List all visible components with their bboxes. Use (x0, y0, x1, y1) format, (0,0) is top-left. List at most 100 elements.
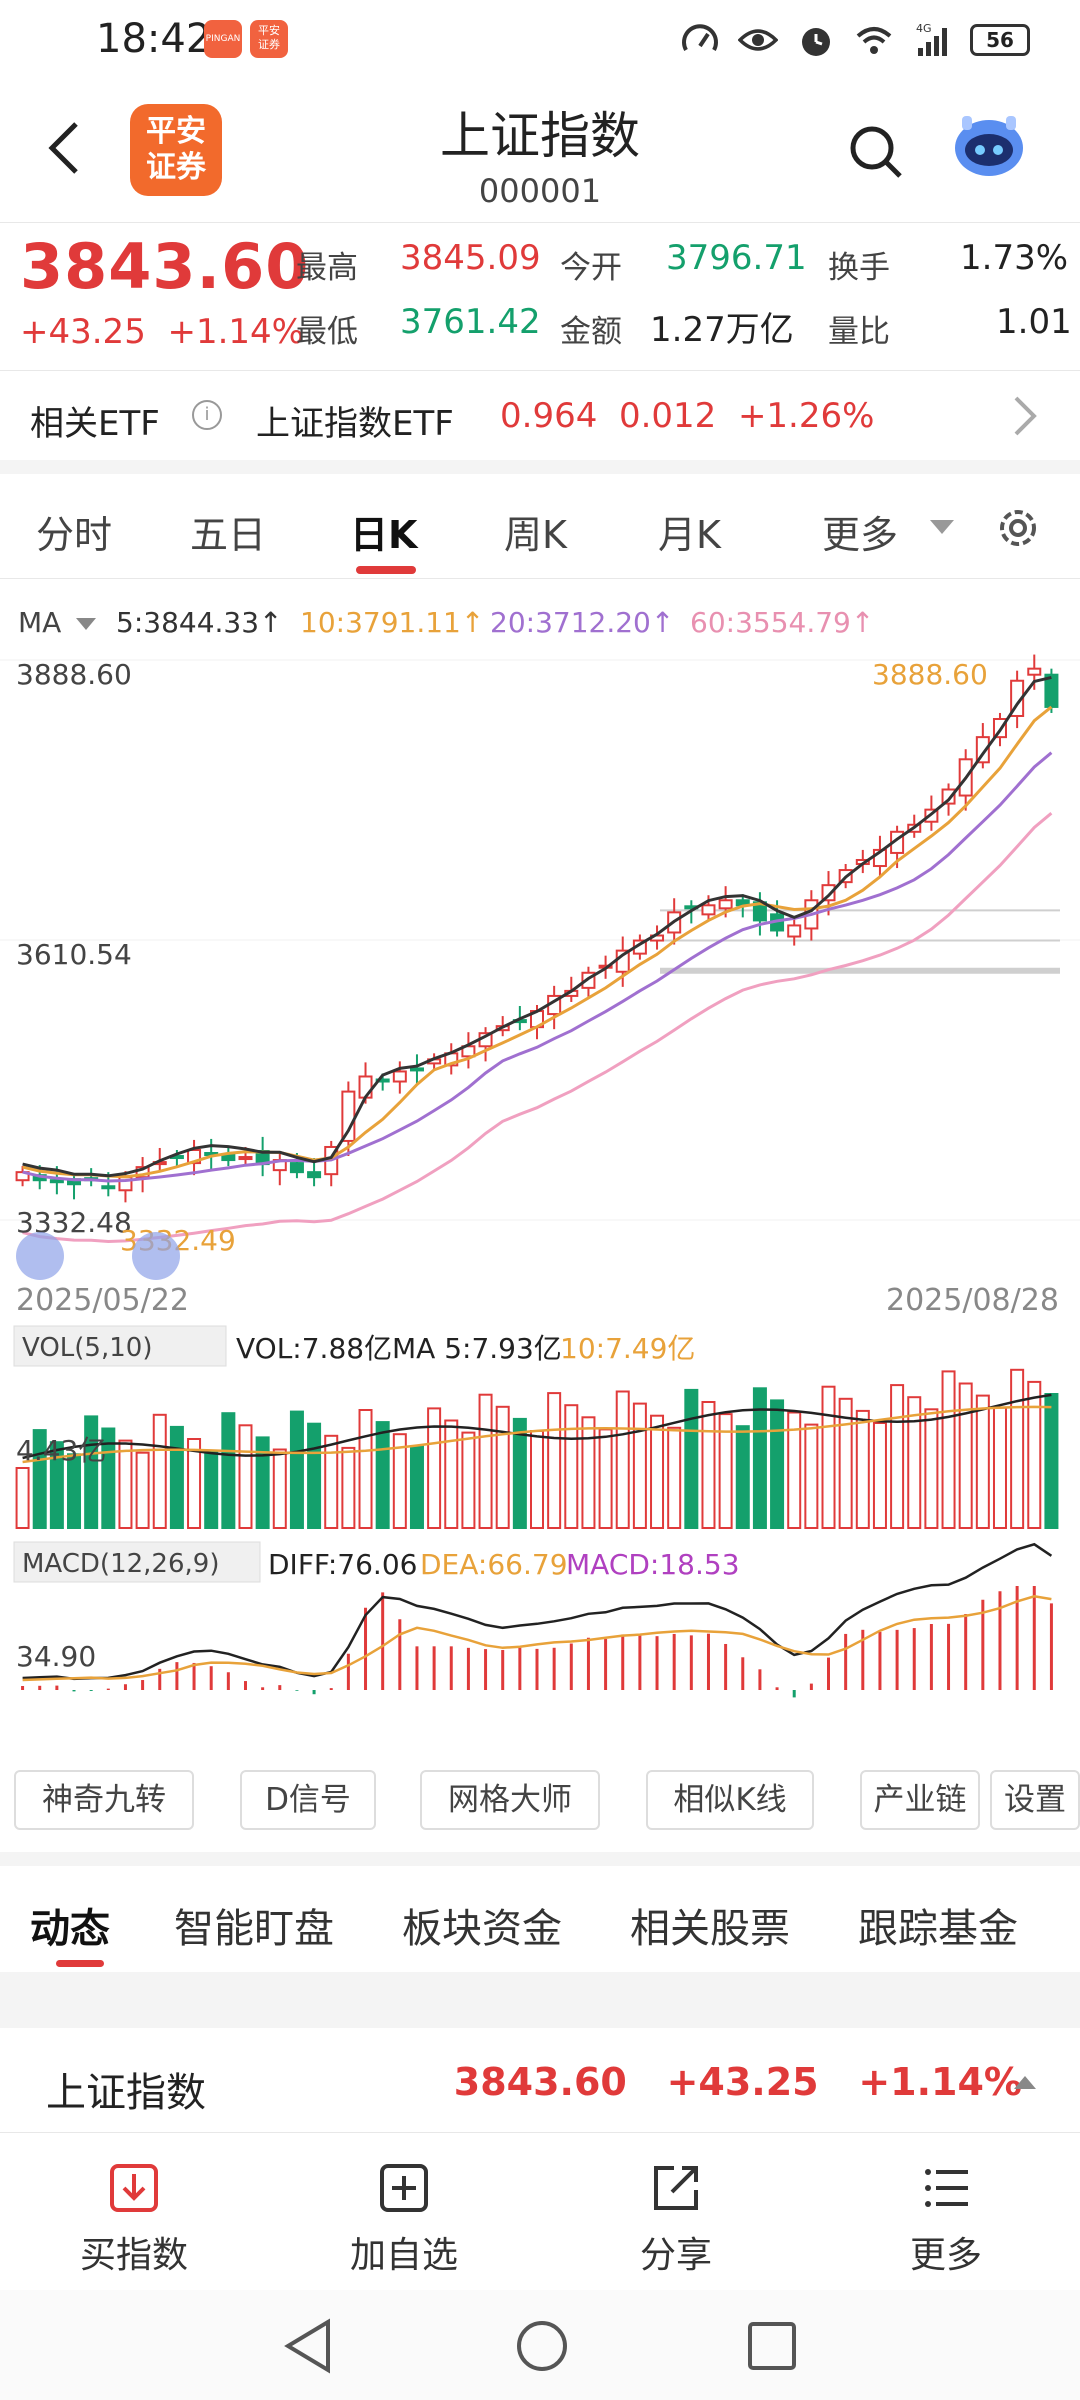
section-separator (0, 460, 1080, 474)
price-change: +43.25 +1.14% (20, 312, 304, 352)
volume-bar-31 (547, 1392, 562, 1529)
vol-value: VOL:7.88亿 (236, 1332, 392, 1365)
volume-bar-54 (941, 1370, 956, 1530)
signal-icon: 4G (916, 22, 947, 56)
tab-more[interactable]: 更多 (822, 513, 899, 557)
vol-ma10: 10:7.49亿 (560, 1332, 695, 1365)
high-value: 3845.09 (400, 238, 541, 278)
tab-weekly-k[interactable]: 周K (504, 513, 567, 557)
candle-body-22 (392, 1070, 407, 1083)
volume-bar-38 (667, 1426, 682, 1529)
volume-bar-56 (975, 1394, 990, 1529)
collapse-right-icon[interactable] (132, 1232, 180, 1280)
related-etf-label: 相关ETF (30, 404, 160, 444)
etf-price: 0.964 (500, 396, 598, 436)
caret-up-icon[interactable] (1014, 2076, 1036, 2089)
volume-bar-47 (821, 1385, 836, 1530)
feature-settings-button[interactable]: 设置 (990, 1770, 1080, 1830)
tab-monthly-k[interactable]: 月K (658, 513, 721, 557)
volume-bar-13 (238, 1424, 253, 1529)
macd-indicator-button[interactable] (13, 1541, 261, 1583)
back-icon[interactable] (44, 118, 84, 178)
candle-body-60 (1044, 673, 1059, 708)
tab-intraday[interactable]: 分时 (36, 513, 113, 557)
page-title: 上证指数 (440, 107, 640, 165)
candle-body-0 (15, 1171, 30, 1182)
share-button[interactable]: 分享 (576, 2160, 776, 2278)
magic-nine-button[interactable]: 神奇九转 (14, 1770, 194, 1830)
ma20-line (22, 751, 1053, 1183)
similar-k-button[interactable]: 相似K线 (646, 1770, 814, 1830)
add-watchlist-button[interactable]: 加自选 (304, 2160, 504, 2278)
volume-bar-59 (1027, 1380, 1042, 1530)
share-icon (654, 2166, 698, 2210)
volume-bar-37 (650, 1414, 665, 1530)
tab-tracking-funds[interactable]: 跟踪基金 (858, 1906, 1018, 1952)
section-separator-3 (0, 1972, 1080, 2028)
more-label: 更多 (909, 2235, 982, 2276)
volume-bar-11 (204, 1450, 219, 1529)
current-price: 3843.60 (20, 230, 310, 303)
vol-indicator-button[interactable] (13, 1325, 227, 1367)
info-icon[interactable]: i (192, 400, 222, 430)
ma5-line (22, 675, 1052, 1178)
nav-home-icon[interactable] (514, 2318, 570, 2374)
vol-indicator-label: VOL(5,10) (22, 1333, 152, 1363)
eye-icon (738, 29, 778, 51)
etf-name[interactable]: 上证指数ETF (256, 404, 454, 444)
date-end: 2025/08/28 (886, 1283, 1059, 1318)
active-tab-underline (356, 566, 416, 574)
chevron-right-icon[interactable] (1010, 394, 1040, 438)
ma-caret-icon[interactable] (76, 618, 96, 630)
tab-sector-funds[interactable]: 板块资金 (402, 1906, 562, 1952)
nav-back-icon[interactable] (282, 2318, 334, 2374)
amount-value: 1.27万亿 (650, 310, 794, 350)
tab-related-stocks[interactable]: 相关股票 (630, 1906, 790, 1952)
volume-bar-7 (135, 1451, 150, 1530)
volume-bar-41 (718, 1413, 733, 1529)
nav-recents-icon[interactable] (746, 2320, 798, 2372)
tab-daily-k[interactable]: 日K (350, 513, 418, 557)
tab-five-day[interactable]: 五日 (190, 513, 267, 557)
volume-bar-49 (855, 1409, 870, 1530)
search-icon[interactable] (848, 124, 904, 180)
caret-down-icon (930, 520, 954, 534)
logo-line1: 平安 (146, 114, 206, 149)
amount-label: 金额 (560, 314, 622, 350)
ai-assistant-icon[interactable] (950, 112, 1028, 180)
alarm-icon (802, 28, 830, 56)
tab-dynamic[interactable]: 动态 (30, 1906, 110, 1952)
macd-indicator-label: MACD(12,26,9) (22, 1549, 219, 1579)
collapse-left-icon[interactable] (16, 1232, 64, 1280)
d-signal-button[interactable]: D信号 (240, 1770, 376, 1830)
volume-bar-18 (324, 1434, 339, 1529)
buy-index-label: 买指数 (79, 2235, 188, 2276)
volume-bar-50 (872, 1422, 887, 1529)
more-button[interactable]: 更多 (846, 2160, 1046, 2278)
volume-bar-6 (118, 1439, 133, 1529)
candle-body-5 (101, 1185, 116, 1190)
add-watchlist-label: 加自选 (349, 2235, 458, 2276)
index-row-values: 3843.60 +43.25 +1.14% (454, 2060, 1022, 2104)
y-axis-high: 3888.60 (16, 658, 132, 691)
ma20-value: 20:3712.20↑ (490, 606, 675, 639)
bottom-tab-underline (56, 1960, 104, 1967)
volume-ratio-label: 量比 (828, 314, 890, 350)
industry-chain-button[interactable]: 产业链 (860, 1770, 980, 1830)
volume-bar-57 (992, 1406, 1007, 1530)
change-percent: +1.14% (167, 312, 304, 352)
tab-smart-watch[interactable]: 智能盯盘 (174, 1906, 334, 1952)
volume-bar-10 (187, 1438, 202, 1529)
index-row-name[interactable]: 上证指数 (46, 2070, 206, 2116)
ma-label[interactable]: MA (18, 606, 62, 639)
vol-ma5: MA 5:7.93亿 (392, 1332, 562, 1365)
buy-index-button[interactable]: 买指数 (34, 2160, 234, 2278)
volume-bar-48 (838, 1397, 853, 1529)
battery-indicator: 56 (970, 24, 1030, 56)
gear-icon[interactable] (994, 504, 1042, 552)
tabs-divider (0, 578, 1080, 579)
grid-master-button[interactable]: 网格大师 (420, 1770, 600, 1830)
volume-bar-33 (581, 1416, 596, 1529)
kline-chart[interactable]: 3888.60 3610.54 3332.48 3888.60 3332.49 … (0, 580, 1080, 1740)
volume-bar-44 (770, 1399, 785, 1530)
